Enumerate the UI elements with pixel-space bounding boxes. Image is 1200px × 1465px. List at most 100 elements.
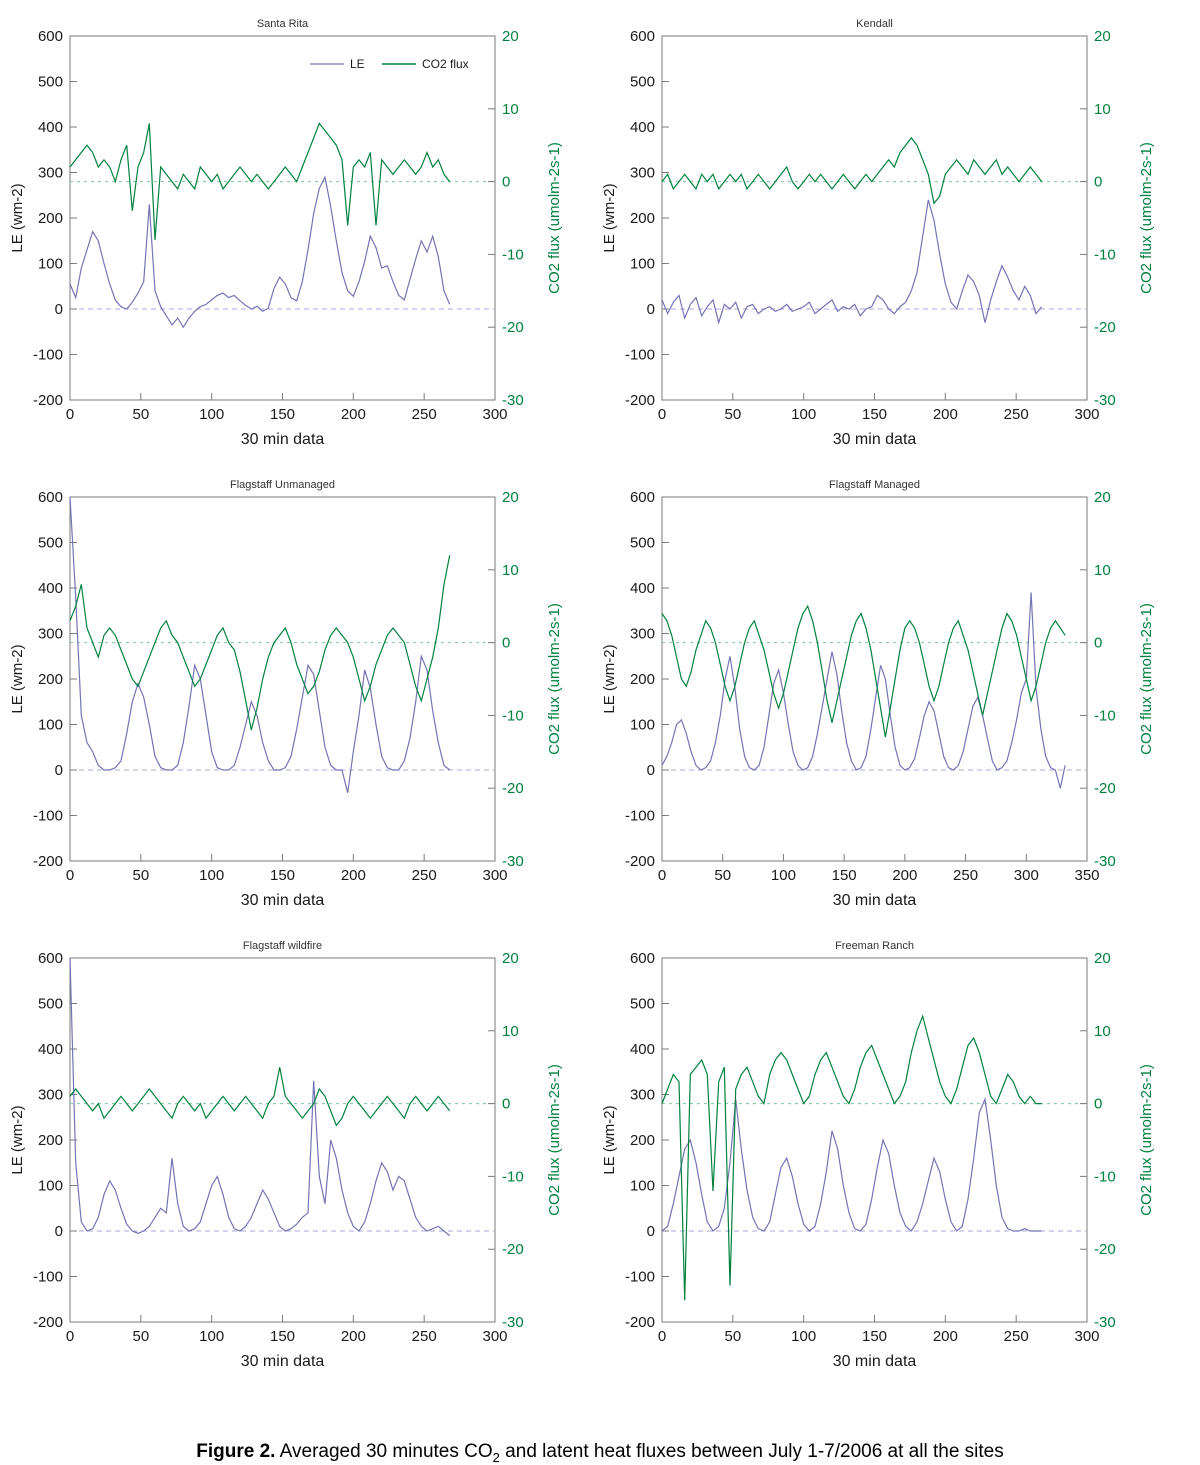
le-line	[661, 1096, 1042, 1232]
y-right-tick-label: 10	[502, 562, 519, 579]
plot-frame	[69, 35, 496, 401]
legend: LE CO2 flux	[310, 57, 469, 71]
x-tick-label: 150	[862, 406, 887, 423]
co2-line	[661, 604, 1066, 738]
y-right-tick-label: -20	[502, 1241, 524, 1258]
x-tick-label: 350	[1074, 867, 1099, 884]
x-tick-label: 250	[953, 867, 978, 884]
x-tick-label: 50	[724, 406, 741, 423]
x-axis-label: 30 min data	[833, 892, 917, 909]
x-tick-label: 200	[933, 1328, 958, 1345]
y-right-tick-label: -30	[502, 853, 524, 870]
caption-label: Figure 2.	[196, 1441, 276, 1462]
y-left-tick-label: 500	[630, 535, 655, 552]
y-left-tick-label: 300	[38, 165, 63, 182]
y-right-tick-label: 20	[1094, 950, 1111, 967]
subplot-flagstaff-managed: Flagstaff Managed 600 500 400 300 200 100 0 -100…	[598, 471, 1190, 928]
x-tick-label: 200	[933, 406, 958, 423]
y-right-tick-label: 0	[1094, 635, 1102, 652]
y-right-tick-label: -30	[1094, 1314, 1116, 1331]
x-tick-label: 150	[270, 1328, 295, 1345]
caption-subscript: 2	[492, 1449, 500, 1465]
plot-frame	[661, 35, 1088, 401]
y-left-tick-label: 0	[55, 301, 63, 318]
y-left-tick-label: 400	[630, 119, 655, 136]
y-left-tick-label: -100	[625, 347, 655, 364]
right-axis-label: CO2 flux (umolm-2s-1)	[546, 603, 563, 755]
y-left-tick-label: 500	[38, 74, 63, 91]
x-tick-label: 100	[771, 867, 796, 884]
figure-grid: Santa Rita 600 500 400 300 200 100 0 -100 -200 20 1…	[0, 10, 1200, 1389]
x-axis-label: 30 min data	[241, 1353, 325, 1370]
y-left-tick-label: -200	[625, 392, 655, 409]
x-tick-label: 150	[832, 867, 857, 884]
le-line	[69, 957, 451, 1237]
y-left-tick-label: 500	[38, 996, 63, 1013]
y-right-tick-label: 10	[1094, 101, 1111, 118]
y-right-tick-label: 0	[1094, 174, 1102, 191]
x-tick-label: 0	[658, 1328, 666, 1345]
co2-line	[661, 1014, 1042, 1301]
caption-text-1: Averaged 30 minutes CO	[275, 1441, 493, 1462]
x-tick-label: 200	[341, 406, 366, 423]
y-left-tick-label: -200	[625, 1314, 655, 1331]
y-left-tick-label: 300	[38, 626, 63, 643]
x-tick-label: 250	[412, 867, 437, 884]
x-tick-label: 50	[714, 867, 731, 884]
y-left-tick-label: 600	[38, 489, 63, 506]
y-left-tick-label: -100	[33, 347, 63, 364]
y-right-tick-label: 10	[1094, 1023, 1111, 1040]
x-tick-label: 300	[1074, 406, 1099, 423]
x-tick-label: 50	[724, 1328, 741, 1345]
x-tick-label: 50	[132, 867, 149, 884]
y-right-tick-label: 20	[502, 489, 519, 506]
y-right-tick-label: -10	[1094, 1168, 1116, 1185]
y-right-tick-label: 20	[502, 950, 519, 967]
x-axis-label: 30 min data	[241, 892, 325, 909]
y-left-tick-label: 300	[630, 626, 655, 643]
y-right-tick-label: -10	[502, 707, 524, 724]
y-left-tick-label: 600	[38, 28, 63, 45]
right-axis-label: CO2 flux (umolm-2s-1)	[1138, 142, 1155, 294]
y-left-tick-label: -200	[33, 392, 63, 409]
le-line	[69, 496, 451, 793]
y-right-tick-label: -20	[502, 319, 524, 336]
y-right-tick-label: 0	[502, 174, 510, 191]
right-axis-label: CO2 flux (umolm-2s-1)	[546, 1064, 563, 1216]
chart-title: Freeman Ranch	[835, 940, 914, 952]
y-left-tick-label: 400	[38, 119, 63, 136]
x-tick-label: 250	[1004, 406, 1029, 423]
y-left-tick-label: -200	[33, 853, 63, 870]
y-left-tick-label: 100	[38, 717, 63, 734]
co2-line	[69, 1067, 451, 1127]
x-axis-label: 30 min data	[241, 431, 325, 448]
y-left-tick-label: 300	[38, 1087, 63, 1104]
y-right-tick-label: -20	[1094, 1241, 1116, 1258]
chart-title: Flagstaff Unmanaged	[230, 479, 335, 491]
x-tick-label: 0	[66, 406, 74, 423]
subplot-freeman-ranch: Freeman Ranch 600 500 400 300 200 100 0 -100 -200…	[598, 932, 1190, 1389]
x-tick-label: 250	[412, 406, 437, 423]
legend-le-label: LE	[350, 57, 365, 71]
x-tick-label: 200	[341, 1328, 366, 1345]
y-left-tick-label: 400	[38, 1041, 63, 1058]
chart-svg: Santa Rita6005004003002001000-100-200201…	[9, 18, 563, 448]
subplot-flagstaff-unmanaged: Flagstaff Unmanaged 600 500 400 300 200 100 0 -1…	[6, 471, 598, 928]
right-axis-label: CO2 flux (umolm-2s-1)	[1138, 603, 1155, 755]
x-tick-label: 100	[791, 1328, 816, 1345]
y-left-tick-label: 200	[38, 671, 63, 688]
left-axis-label: LE (wm-2)	[601, 183, 618, 252]
y-left-tick-label: 100	[38, 256, 63, 273]
y-right-tick-label: -20	[1094, 780, 1116, 797]
x-tick-label: 300	[482, 406, 507, 423]
y-left-tick-label: -100	[33, 808, 63, 825]
x-tick-label: 300	[482, 867, 507, 884]
x-tick-label: 250	[412, 1328, 437, 1345]
x-tick-label: 100	[199, 1328, 224, 1345]
y-right-tick-label: -10	[502, 246, 524, 263]
y-left-tick-label: 400	[630, 1041, 655, 1058]
left-axis-label: LE (wm-2)	[601, 1105, 618, 1174]
y-left-tick-label: -200	[33, 1314, 63, 1331]
x-tick-label: 200	[341, 867, 366, 884]
